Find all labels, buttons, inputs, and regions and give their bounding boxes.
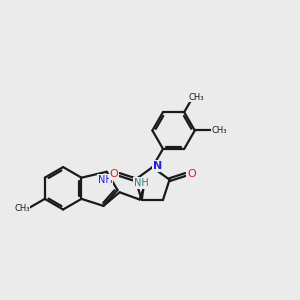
Text: N: N bbox=[153, 161, 162, 171]
Text: O: O bbox=[110, 169, 118, 179]
Text: O: O bbox=[187, 169, 196, 179]
Text: CH₃: CH₃ bbox=[189, 93, 204, 102]
Text: CH₃: CH₃ bbox=[212, 126, 227, 135]
Text: NH: NH bbox=[98, 175, 112, 185]
Text: NH: NH bbox=[134, 178, 148, 188]
Text: CH₃: CH₃ bbox=[14, 204, 30, 213]
